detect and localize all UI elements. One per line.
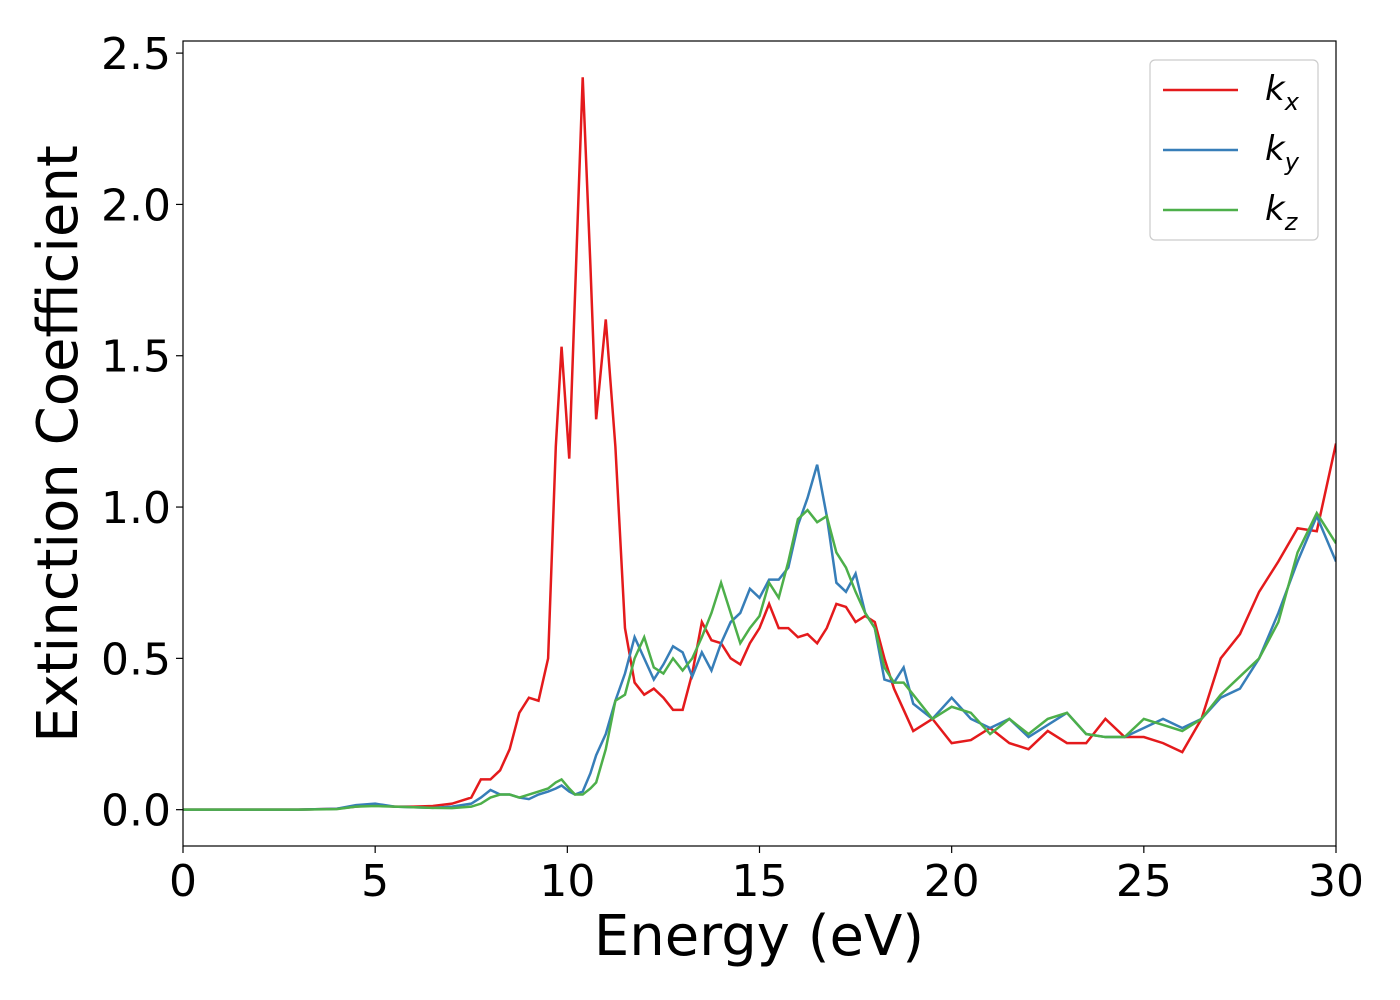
line [183, 77, 1336, 811]
x-tick-label: 25 [1116, 856, 1172, 907]
legend-label: ky [1265, 129, 1300, 176]
y-tick-label: 2.0 [101, 180, 171, 231]
x-tick-label: 20 [924, 856, 980, 907]
x-tick-label: 15 [732, 856, 788, 907]
line [183, 464, 1336, 811]
legend-label: kx [1265, 69, 1300, 116]
x-tick-label: 5 [361, 856, 389, 907]
y-tick-label: 1.0 [101, 483, 171, 534]
line [183, 508, 1336, 811]
x-tick-label: 0 [169, 856, 197, 907]
y-tick-label: 0.5 [101, 634, 171, 685]
y-axis-label: Extinction Coefficient [26, 145, 91, 743]
x-tick-label: 10 [539, 856, 595, 907]
legend: kx ky kz [1149, 59, 1319, 241]
y-tick-label: 2.5 [101, 29, 171, 80]
y-tick-label: 1.5 [101, 332, 171, 383]
y-tick-label: 0.0 [101, 786, 171, 837]
plot-lines [183, 77, 1336, 811]
x-axis-label: Energy (eV) [594, 904, 924, 969]
legend-label: kz [1265, 189, 1299, 236]
x-tick-label: 30 [1308, 856, 1364, 907]
